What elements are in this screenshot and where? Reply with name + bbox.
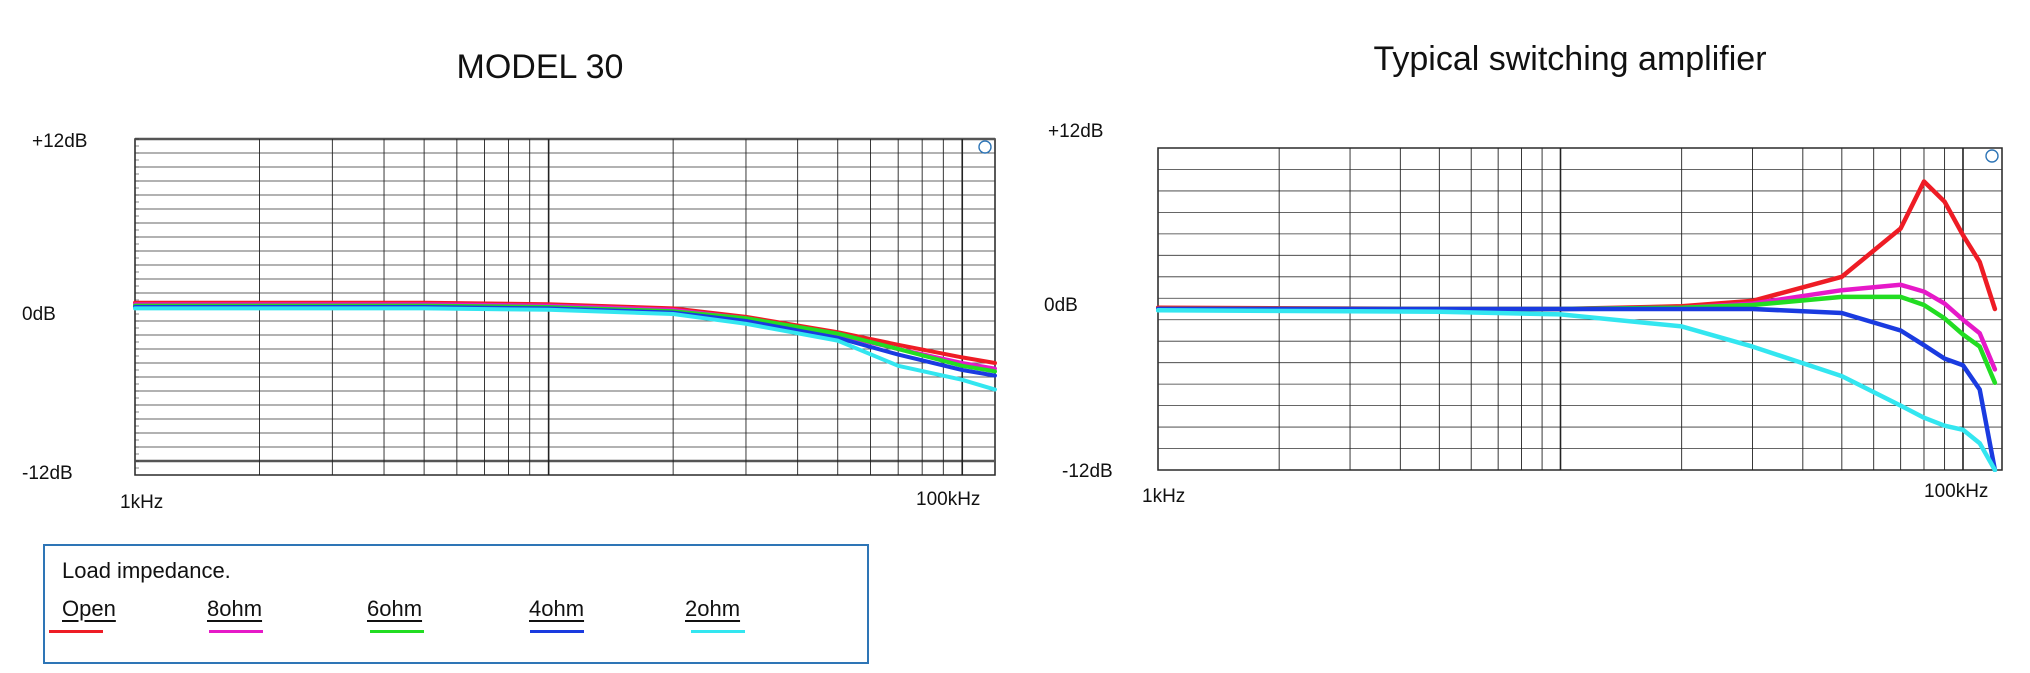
series-line-2ohm <box>1156 308 1998 472</box>
y-zero-label: 0dB <box>22 304 56 325</box>
x-end-label: 100kHz <box>1924 481 1989 502</box>
y-max-label: +12dB <box>1048 121 1104 142</box>
x-end-label: 100kHz <box>916 489 981 510</box>
legend-item-open: Open <box>62 596 116 622</box>
legend-item-6ohm: 6ohm <box>367 596 422 622</box>
y-zero-label: 0dB <box>1044 295 1078 316</box>
x-start-label: 1kHz <box>1142 486 1186 507</box>
legend-item-4ohm: 4ohm <box>529 596 584 622</box>
series-line-4ohm <box>1156 306 1998 472</box>
y-min-label: -12dB <box>22 463 73 484</box>
legend-swatch-8ohm <box>209 630 263 633</box>
legend-swatch-6ohm <box>370 630 424 633</box>
legend-title: Load impedance. <box>62 558 231 583</box>
legend-item-label: 8ohm <box>207 596 263 621</box>
plot-area-switching-amp <box>1156 147 2003 472</box>
legend-swatch-2ohm <box>691 630 745 633</box>
y-min-label: -12dB <box>1062 461 1113 482</box>
series-line-2ohm <box>133 306 997 392</box>
legend-item-2ohm: 2ohm <box>685 596 740 622</box>
legend-box: Load impedance. Open 8ohm 6ohm 4ohm 2ohm <box>43 544 869 664</box>
brand-logo-icon <box>1985 149 1999 163</box>
chart-title-switching-amp: Typical switching amplifier <box>1373 40 1767 78</box>
plot-area-model30 <box>133 137 997 476</box>
legend-item-label: Open <box>62 596 116 621</box>
x-start-label: 1kHz <box>120 492 164 513</box>
brand-logo-icon <box>978 140 992 154</box>
legend-item-8ohm: 8ohm <box>207 596 262 622</box>
legend-swatch-4ohm <box>530 630 584 633</box>
legend-item-label: 4ohm <box>529 596 585 621</box>
legend-swatch-open <box>49 630 103 633</box>
legend-item-label: 2ohm <box>685 596 741 621</box>
chart-title-model30: MODEL 30 <box>456 48 624 86</box>
y-max-label: +12dB <box>32 131 88 152</box>
legend-item-label: 6ohm <box>367 596 423 621</box>
